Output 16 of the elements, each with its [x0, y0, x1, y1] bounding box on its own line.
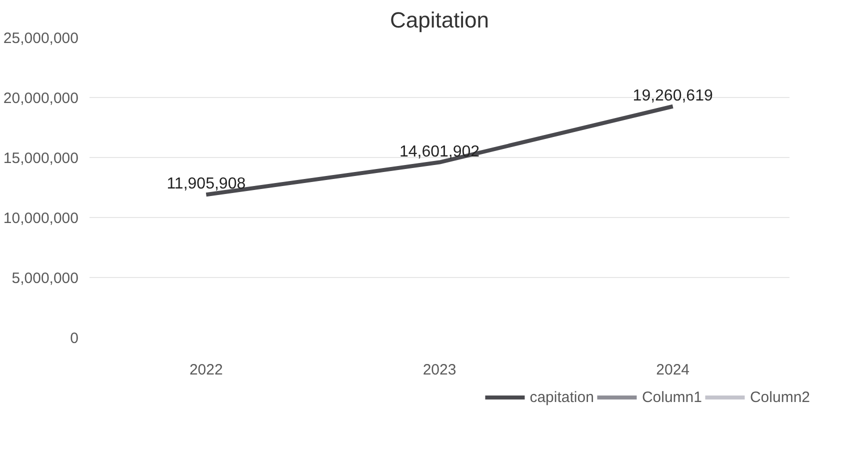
y-tick-label: 0	[70, 330, 78, 347]
legend-label: Column1	[642, 388, 702, 406]
x-tick-label: 2022	[189, 362, 223, 378]
y-tick-label: 20,000,000	[3, 90, 79, 107]
chart-title: Capitation	[390, 8, 490, 32]
legend-label: Column2	[750, 388, 810, 406]
y-tick-label: 10,000,000	[3, 210, 79, 227]
x-tick-label: 2024	[656, 362, 690, 378]
y-tick-label: 5,000,000	[12, 270, 79, 287]
data-label: 19,260,619	[632, 87, 713, 104]
legend-label: capitation	[530, 388, 594, 406]
y-tick-label: 15,000,000	[3, 150, 79, 167]
y-tick-label: 25,000,000	[3, 30, 79, 47]
data-label: 14,601,902	[399, 143, 480, 160]
data-label: 11,905,908	[166, 176, 246, 193]
x-tick-label: 2023	[422, 362, 456, 378]
